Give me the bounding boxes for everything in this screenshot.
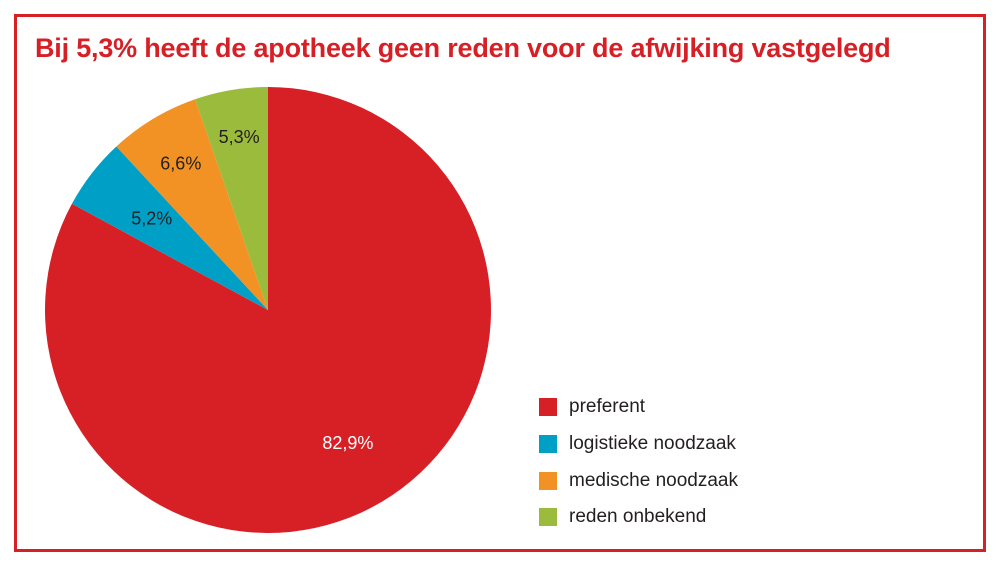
legend-swatch-logistieke-noodzaak — [539, 435, 557, 454]
pie-label-logistieke-noodzaak: 5,2% — [131, 209, 172, 229]
legend-label-preferent: preferent — [569, 396, 646, 418]
chart-frame: Bij 5,3% heeft de apotheek geen reden vo… — [14, 14, 986, 552]
legend-label-medische-noodzaak: medische noodzaak — [569, 469, 738, 491]
legend-label-reden-onbekend: reden onbekend — [569, 506, 707, 528]
legend-item-preferent: preferent — [539, 389, 738, 426]
pie-chart: 82,9% 5,2% 6,6% 5,3% — [44, 87, 491, 533]
pie-slice-logistieke-noodzaak — [71, 146, 268, 310]
pie-slice-reden-onbekend — [195, 87, 268, 310]
pie-slice-medische-noodzaak — [116, 99, 269, 310]
chart-title: Bij 5,3% heeft de apotheek geen reden vo… — [35, 33, 891, 63]
legend-swatch-reden-onbekend — [539, 508, 557, 527]
legend: preferent logistieke noodzaak medische n… — [539, 389, 738, 536]
legend-item-reden-onbekend: reden onbekend — [539, 499, 738, 536]
pie-label-preferent: 82,9% — [322, 433, 373, 453]
pie-label-reden-onbekend: 5,3% — [219, 127, 260, 147]
legend-item-logistieke-noodzaak: logistieke noodzaak — [539, 426, 738, 463]
pie-slice-preferent — [44, 87, 491, 533]
legend-label-logistieke-noodzaak: logistieke noodzaak — [569, 433, 736, 455]
legend-item-medische-noodzaak: medische noodzaak — [539, 462, 738, 499]
pie-label-medische-noodzaak: 6,6% — [160, 153, 201, 173]
legend-swatch-medische-noodzaak — [539, 471, 557, 490]
legend-swatch-preferent — [539, 398, 557, 417]
